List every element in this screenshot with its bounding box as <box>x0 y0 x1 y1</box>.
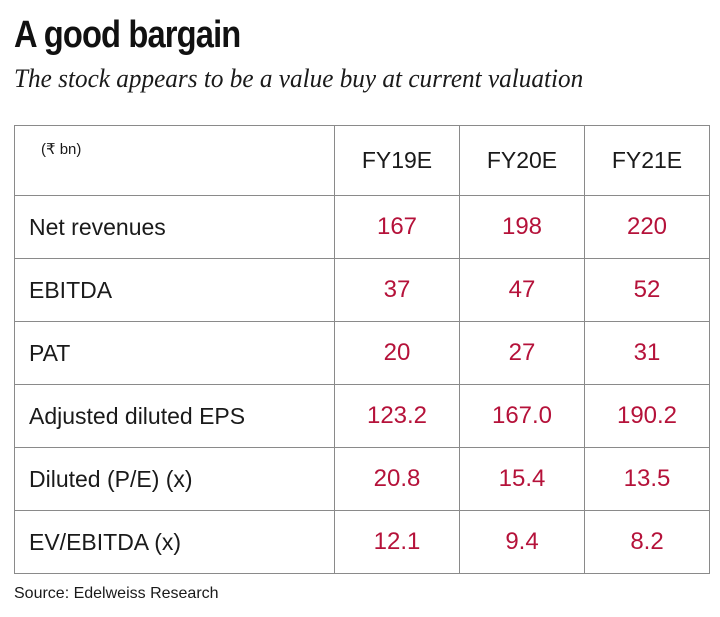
unit-label: (₹ bn) <box>14 125 335 196</box>
table-cell: 8.2 <box>584 510 710 574</box>
table-row: EBITDA 37 47 52 <box>14 258 710 322</box>
table-cell: 13.5 <box>584 447 710 511</box>
row-label: EV/EBITDA (x) <box>14 510 335 574</box>
page-subtitle: The stock appears to be a value buy at c… <box>14 64 584 93</box>
table-cell: 20.8 <box>334 447 460 511</box>
table-cell: 15.4 <box>459 447 585 511</box>
table-row: EV/EBITDA (x) 12.1 9.4 8.2 <box>14 510 710 574</box>
table-row: PAT 20 27 31 <box>14 321 710 385</box>
table-cell: 167 <box>334 195 460 259</box>
column-header: FY20E <box>459 125 585 196</box>
column-header: FY21E <box>584 125 710 196</box>
row-label: Net revenues <box>14 195 335 259</box>
table-cell: 220 <box>584 195 710 259</box>
table-cell: 47 <box>459 258 585 322</box>
column-header: FY19E <box>334 125 460 196</box>
table-cell: 52 <box>584 258 710 322</box>
table-header-row: (₹ bn) FY19E FY20E FY21E <box>14 125 710 196</box>
table-cell: 198 <box>459 195 585 259</box>
table-row: Net revenues 167 198 220 <box>14 195 710 259</box>
table-cell: 20 <box>334 321 460 385</box>
table-cell: 123.2 <box>334 384 460 448</box>
row-label: Diluted (P/E) (x) <box>14 447 335 511</box>
table-cell: 190.2 <box>584 384 710 448</box>
table-cell: 27 <box>459 321 585 385</box>
row-label: EBITDA <box>14 258 335 322</box>
valuation-table: (₹ bn) FY19E FY20E FY21E Net revenues 16… <box>14 125 710 574</box>
row-label: Adjusted diluted EPS <box>14 384 335 448</box>
table-row: Adjusted diluted EPS 123.2 167.0 190.2 <box>14 384 710 448</box>
table-cell: 167.0 <box>459 384 585 448</box>
table-cell: 37 <box>334 258 460 322</box>
table-cell: 12.1 <box>334 510 460 574</box>
table-cell: 9.4 <box>459 510 585 574</box>
table-cell: 31 <box>584 321 710 385</box>
table-row: Diluted (P/E) (x) 20.8 15.4 13.5 <box>14 447 710 511</box>
row-label: PAT <box>14 321 335 385</box>
page-title: A good bargain <box>14 14 241 56</box>
source-note: Source: Edelweiss Research <box>14 585 219 602</box>
